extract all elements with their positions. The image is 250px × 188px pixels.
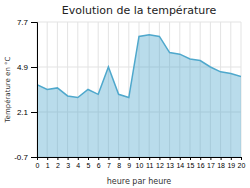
x-axis-line [38,158,242,161]
x-tick: 9 [127,157,131,169]
x-tick-mark [68,157,69,160]
y-tick-mark [31,22,37,23]
x-tick-label: 9 [127,162,131,169]
x-tick: 8 [117,157,121,169]
y-axis-title: Température en °C [4,56,12,123]
chart-container: 01234567891011121314151617181920-0.72.14… [0,0,250,188]
y-tick: 2.1 [17,108,37,117]
y-tick-label: 2.1 [17,108,29,117]
x-tick-label: 8 [117,162,121,169]
x-tick-label: 10 [136,162,144,169]
x-tick-label: 15 [187,162,195,169]
area [37,35,241,157]
x-tick-label: 7 [107,162,111,169]
x-tick-label: 11 [146,162,153,169]
x-tick-label: 17 [207,162,215,169]
line [37,35,241,98]
x-tick: 19 [227,157,235,169]
x-tick: 10 [136,157,144,169]
x-tick: 16 [197,157,205,169]
y-tick-label: -0.7 [14,153,28,162]
x-tick-label: 16 [197,162,205,169]
x-tick: 0 [36,157,40,169]
x-tick-mark [108,157,109,160]
y-tick: -0.7 [14,153,37,162]
x-axis-title: heure par heure [107,177,172,186]
x-tick: 11 [146,157,153,169]
x-tick-mark [149,157,150,160]
x-tick-mark [159,157,160,160]
x-tick-label: 6 [97,162,101,169]
x-tick-mark [221,157,222,160]
x-tick: 14 [176,157,184,169]
x-tick-mark [47,157,48,160]
chart-svg: 01234567891011121314151617181920-0.72.14… [0,0,250,188]
x-tick: 5 [87,157,91,169]
x-tick: 4 [76,157,80,169]
x-tick-mark [88,157,89,160]
title: Evolution de la température [62,4,217,17]
x-tick-label: 13 [166,162,174,169]
y-axis-line [31,23,38,158]
x-tick-label: 3 [66,162,70,169]
x-tick-label: 20 [238,162,246,169]
y-tick: 4.9 [17,63,37,72]
x-tick-mark [98,157,99,160]
x-tick-mark [180,157,181,160]
x-tick-label: 1 [46,162,50,169]
x-tick: 3 [66,157,70,169]
x-tick-mark [190,157,191,160]
grid-line-y [37,22,241,23]
x-tick: 20 [238,157,246,169]
y-tick-mark [31,67,37,68]
x-axis: 01234567891011121314151617181920 [36,157,246,169]
x-tick-label: 2 [56,162,60,169]
x-tick-label: 5 [87,162,91,169]
x-tick: 13 [166,157,174,169]
y-axis: -0.7 2.1 4.9 7.7 [14,18,37,162]
x-tick-mark [78,157,79,160]
x-tick-mark [241,157,242,160]
x-tick: 1 [46,157,50,169]
y-tick-mark [31,157,37,158]
x-tick: 6 [97,157,101,169]
x-tick-mark [129,157,130,160]
x-tick-mark [210,157,211,160]
x-tick-label: 4 [76,162,80,169]
x-tick-label: 18 [217,162,225,169]
x-tick-label: 14 [176,162,184,169]
x-tick: 12 [156,157,164,169]
x-tick-label: 0 [36,162,40,169]
x-tick: 17 [207,157,215,169]
x-tick-mark [139,157,140,160]
x-tick-mark [119,157,120,160]
x-tick-label: 19 [227,162,235,169]
y-tick-label: 4.9 [17,63,29,72]
x-tick: 2 [56,157,60,169]
x-tick-label: 12 [156,162,164,169]
x-tick-mark [170,157,171,160]
y-tick: 7.7 [17,18,37,27]
x-tick-mark [231,157,232,160]
plot-root: 01234567891011121314151617181920-0.72.14… [14,18,245,169]
x-tick-mark [57,157,58,160]
marks [37,35,241,157]
x-tick-mark [200,157,201,160]
x-tick: 15 [187,157,195,169]
x-tick: 18 [217,157,225,169]
y-tick-label: 7.7 [17,18,29,27]
grid [37,22,241,157]
x-tick: 7 [107,157,111,169]
y-tick-mark [31,112,37,113]
